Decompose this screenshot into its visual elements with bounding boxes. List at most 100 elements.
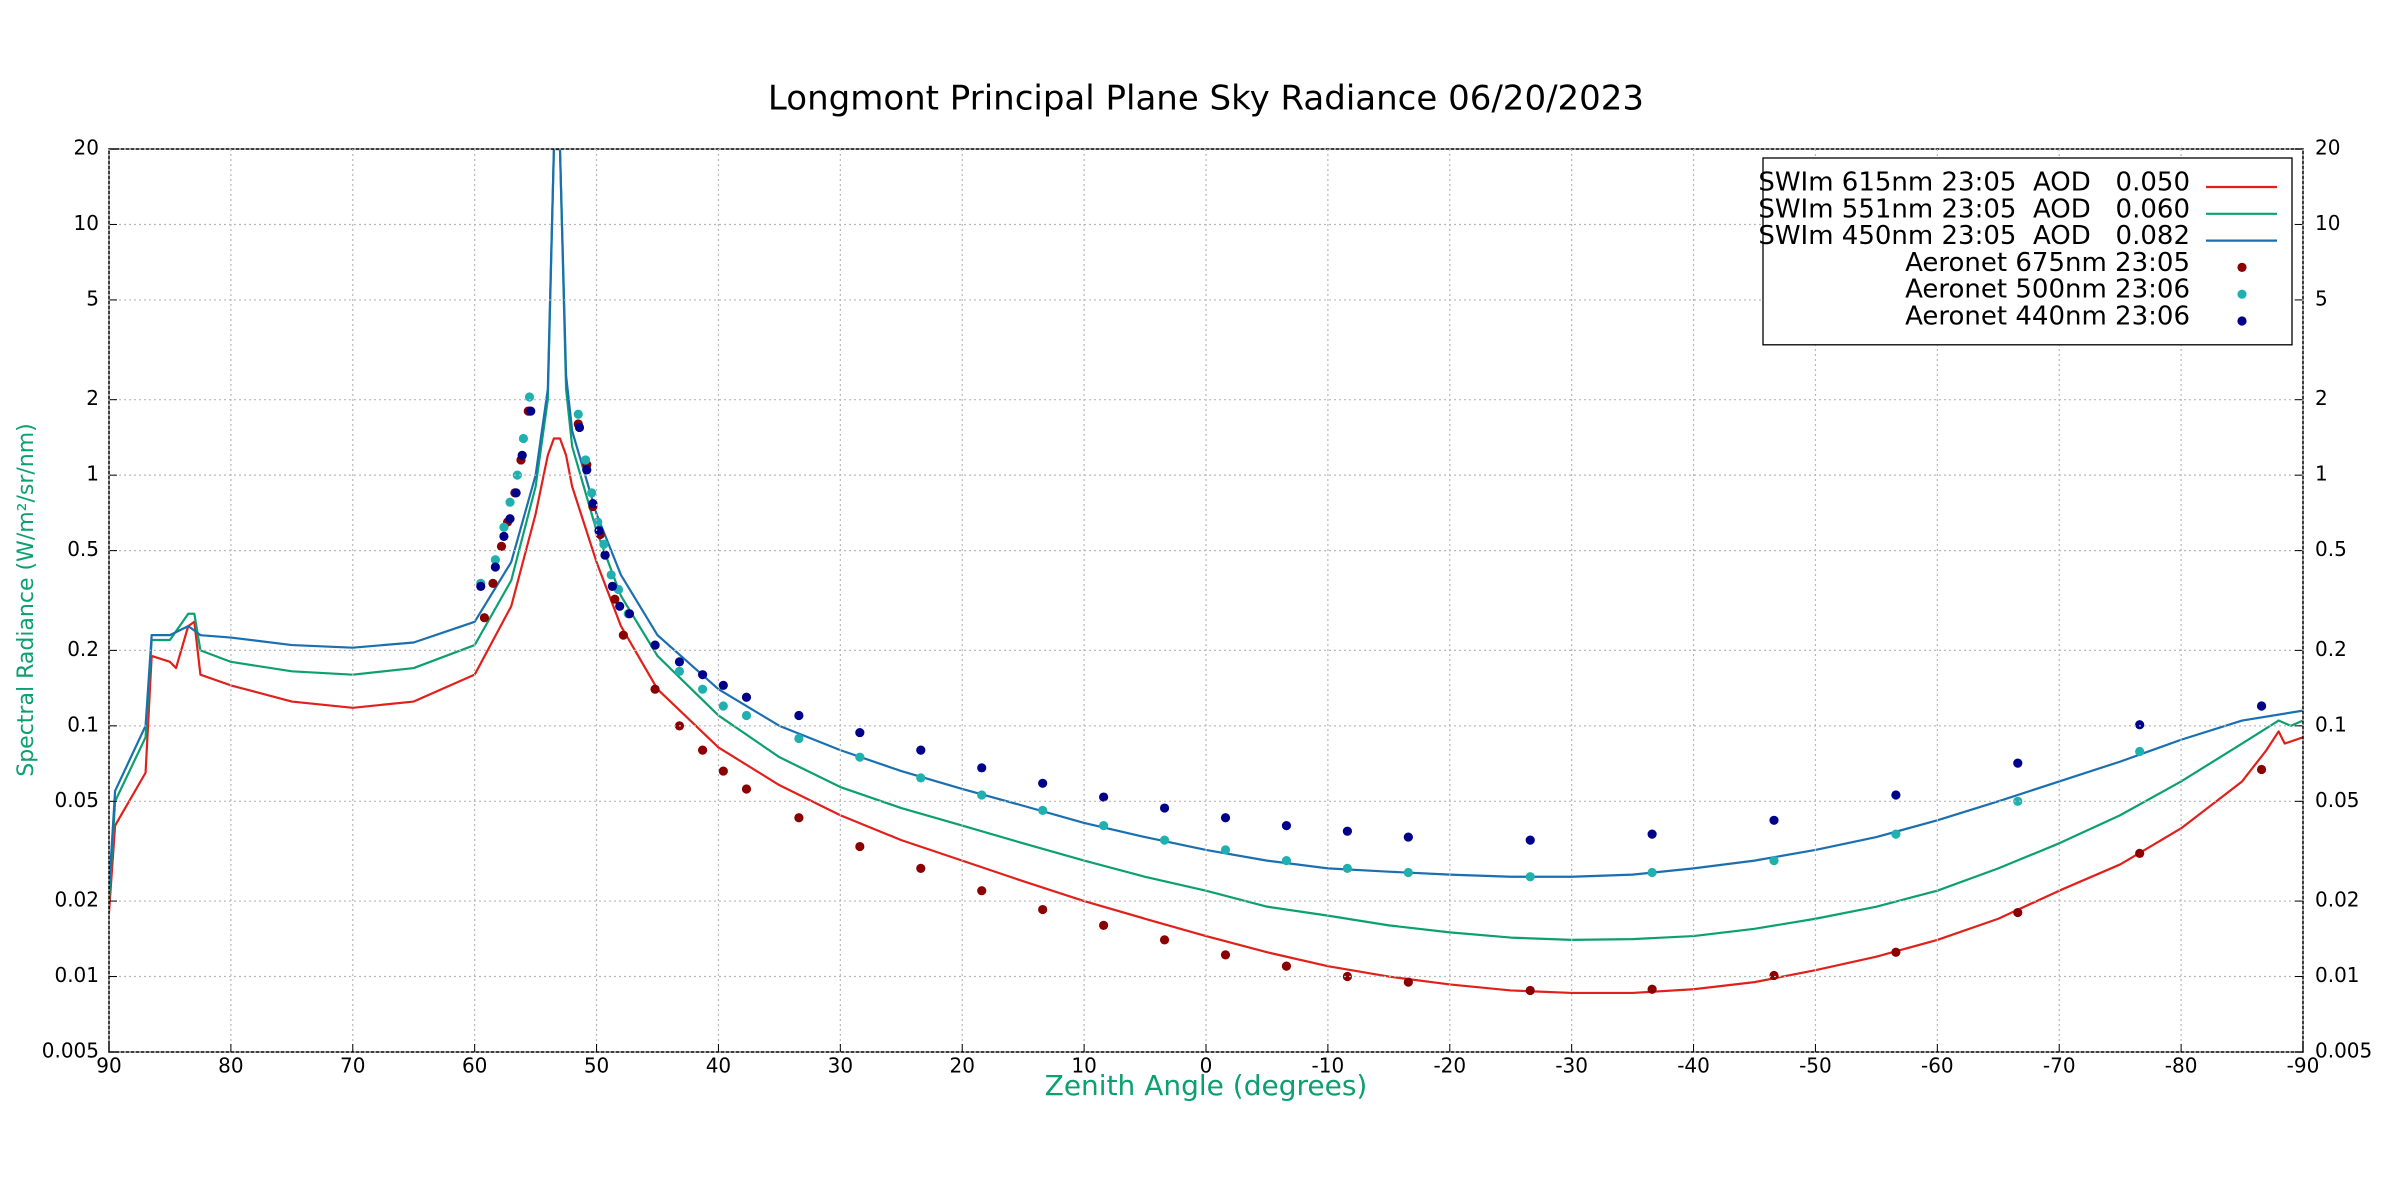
data-point bbox=[1891, 947, 1901, 957]
data-point bbox=[1038, 778, 1048, 788]
data-point bbox=[479, 613, 490, 623]
data-point bbox=[618, 630, 628, 640]
data-point bbox=[977, 886, 987, 896]
y-tick-label: 0.1 bbox=[67, 712, 99, 736]
y-tick-label: 10 bbox=[74, 211, 99, 235]
data-point bbox=[624, 609, 635, 619]
data-point bbox=[1525, 872, 1535, 882]
data-point bbox=[599, 539, 609, 549]
data-point bbox=[1099, 920, 1109, 930]
data-point bbox=[1525, 835, 1535, 845]
data-point bbox=[1403, 832, 1413, 842]
y2-tick-label: 0.1 bbox=[2315, 712, 2347, 736]
data-point bbox=[1891, 829, 1901, 839]
data-point bbox=[606, 570, 616, 580]
data-point bbox=[718, 680, 728, 690]
data-point bbox=[1220, 813, 1231, 823]
y2-tick-label: 5 bbox=[2315, 286, 2328, 310]
data-point bbox=[607, 581, 618, 591]
y2-tick-label: 20 bbox=[2315, 136, 2340, 160]
data-point bbox=[1038, 805, 1048, 815]
data-point bbox=[650, 684, 660, 694]
legend-label: Aeronet 440nm 23:06 bbox=[1905, 302, 2190, 332]
y2-tick-label: 1 bbox=[2315, 462, 2328, 486]
data-point bbox=[511, 488, 521, 498]
data-point bbox=[794, 710, 804, 721]
data-point bbox=[1647, 867, 1657, 878]
x-tick-label: 90 bbox=[96, 1054, 121, 1078]
y2-tick-label: 0.01 bbox=[2315, 963, 2360, 987]
legend-marker bbox=[2237, 316, 2247, 326]
data-point bbox=[615, 601, 625, 611]
data-point bbox=[1403, 867, 1413, 878]
x-axis-label: Zenith Angle (degrees) bbox=[1045, 1069, 1368, 1102]
data-point bbox=[1342, 826, 1352, 836]
legend-label: Aeronet 500nm 23:06 bbox=[1905, 275, 2190, 305]
data-point bbox=[1769, 970, 1779, 981]
data-point bbox=[1647, 984, 1657, 994]
data-point bbox=[610, 594, 620, 604]
data-point bbox=[674, 657, 685, 667]
data-point bbox=[1220, 950, 1231, 960]
x-tick-label: -40 bbox=[1677, 1054, 1710, 1078]
data-point bbox=[600, 550, 610, 560]
data-point bbox=[1647, 829, 1657, 839]
x-tick-label: 20 bbox=[949, 1054, 974, 1078]
data-point bbox=[490, 562, 500, 572]
data-point bbox=[524, 392, 535, 402]
legend-marker bbox=[2237, 289, 2247, 299]
x-tick-label: -60 bbox=[1921, 1054, 1954, 1078]
data-point bbox=[977, 763, 987, 773]
y-axis-label: Spectral Radiance (W/m²/sr/nm) bbox=[14, 423, 39, 777]
data-point bbox=[1769, 856, 1779, 866]
data-point bbox=[490, 555, 500, 565]
y-tick-label: 0.02 bbox=[54, 888, 99, 912]
data-point bbox=[718, 766, 728, 776]
x-tick-label: -10 bbox=[1312, 1054, 1345, 1078]
data-point bbox=[2135, 746, 2145, 757]
x-tick-label: 40 bbox=[706, 1054, 731, 1078]
y-tick-label: 0.005 bbox=[42, 1039, 99, 1063]
y-tick-label: 2 bbox=[86, 386, 99, 410]
data-line bbox=[109, 437, 2303, 995]
data-point bbox=[2256, 764, 2267, 775]
y-tick-label: 20 bbox=[74, 136, 99, 160]
data-point bbox=[496, 541, 507, 551]
y2-tick-label: 0.5 bbox=[2315, 537, 2347, 561]
data-point bbox=[741, 710, 752, 721]
x-tick-label: -50 bbox=[1799, 1054, 1832, 1078]
x-tick-label: 60 bbox=[462, 1054, 487, 1078]
data-point bbox=[855, 752, 865, 762]
data-line bbox=[109, 149, 2303, 941]
data-point bbox=[594, 526, 604, 536]
data-point bbox=[2013, 796, 2023, 806]
y2-tick-label: 0.005 bbox=[2315, 1039, 2372, 1063]
data-point bbox=[855, 841, 865, 852]
y-tick-label: 1 bbox=[86, 462, 99, 486]
plot-area bbox=[109, 149, 2303, 996]
data-point bbox=[741, 692, 752, 702]
x-tick-label: -30 bbox=[1555, 1054, 1588, 1078]
data-point bbox=[674, 666, 685, 676]
data-point bbox=[526, 406, 536, 416]
data-point bbox=[593, 517, 603, 527]
data-point bbox=[741, 784, 752, 794]
y2-tick-label: 2 bbox=[2315, 386, 2328, 410]
data-point bbox=[582, 465, 592, 475]
data-point bbox=[2013, 758, 2023, 768]
y-tick-label: 0.2 bbox=[67, 637, 99, 661]
x-tick-label: -70 bbox=[2043, 1054, 2076, 1078]
data-point bbox=[587, 488, 597, 498]
data-point bbox=[794, 813, 804, 823]
legend-box bbox=[1762, 157, 2293, 346]
data-point bbox=[1159, 803, 1170, 813]
legend-label: SWIm 551nm 23:05 AOD 0.060 bbox=[1758, 194, 2190, 224]
y-tick-label: 5 bbox=[86, 286, 99, 310]
y2-tick-label: 0.05 bbox=[2315, 788, 2360, 812]
y-tick-label: 0.05 bbox=[54, 788, 99, 812]
data-point bbox=[2135, 720, 2145, 730]
x-tick-label: -20 bbox=[1433, 1054, 1466, 1078]
legend-marker bbox=[2237, 262, 2247, 272]
